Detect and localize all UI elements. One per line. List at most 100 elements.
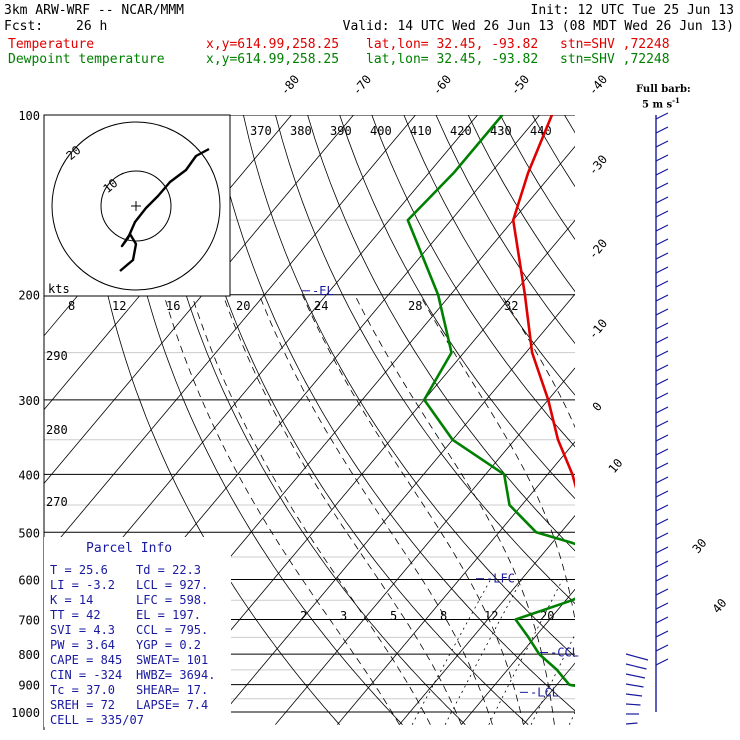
parcel-info-right: EL = 197. [136,608,201,622]
dry-adiabat-440 [693,115,740,725]
parcel-info-right: SWEAT= 101 [136,653,208,667]
isotherm--40 [213,293,575,725]
dry-adiabat-390 [532,115,575,188]
wind-barb [655,294,669,302]
wind-barb [655,336,669,344]
parcel-info-left: LI = -3.2 [50,578,115,592]
parcel-info-right: LCL = 927. [136,578,208,592]
wind-barb [655,420,669,428]
wind-barb [655,378,669,386]
dry-adiabat-320 [307,115,575,552]
pressure-tick-label: 700 [18,614,40,628]
wind-barb [655,644,669,652]
wind-barb [655,504,669,512]
dry-adiabat-420 [629,115,740,725]
dewpoint-latlon: lat,lon= 32.45, -93.82 [366,52,539,67]
dry-adiabat-340 [371,115,575,448]
wind-barb [655,252,669,260]
parcel-info-left: TT = 42 [50,608,101,622]
isotherm-10 [523,662,575,725]
wind-barb [655,588,669,596]
pressure-tick-label: 800 [18,648,40,662]
wind-barb-low [625,653,649,661]
hodograph: 10 20 kts [43,114,231,297]
mixing-ratio-lower-label: 3 [340,609,347,623]
valid-time: Valid: 14 UTC Wed 26 Jun 13 (08 MDT Wed … [342,19,734,34]
parcel-info-right: LAPSE= 7.4 [136,698,208,712]
parcel-info-left: PW = 3.64 [50,638,115,652]
dewpoint-curve [406,115,575,688]
mixing-ratio-upper-label: 28 [408,299,422,313]
hodograph-units: kts [48,282,70,296]
parcel-info-panel: Parcel Info [44,537,231,727]
forecast-hour: 26 h [76,19,108,34]
el-marker: -EL [302,284,334,298]
mixing-ratio-lower-label: 20 [540,609,554,623]
dry-adiabat-280 [178,115,529,725]
wind-barb [655,154,669,162]
isotherm-label: 10 [606,456,626,476]
moist-adiabat-5 [258,294,493,725]
isotherm-label: 0 [590,399,605,414]
isotherm-label: 30 [690,536,710,556]
wind-barb [655,462,669,470]
dry-adiabat-370 [467,115,575,293]
isotherm--30 [275,367,575,725]
moist-adiabat-25 [501,294,575,429]
wind-barb [655,280,669,288]
wind-barb [655,308,669,316]
isotherm-label: -80 [278,72,303,98]
wind-barb [655,238,669,246]
wind-barb [655,182,669,190]
dry-adiabat-300 [243,115,575,658]
moist-adiabat-15 [354,294,555,725]
pressure-tick-label: 100 [18,109,40,123]
pressure-tick-label: 200 [18,289,40,303]
wind-barb [655,476,669,484]
ccl-marker-label: -CCL [550,646,579,660]
moist-adiabat-20 [419,294,575,623]
wind-barb [655,322,669,330]
parcel-info-left: Tc = 37.0 [50,683,115,697]
temperature-curve [511,115,575,489]
wind-barb [655,168,669,176]
pressure-axis: 100 200 300 400 500 600 700 800 900 1000 [11,109,45,730]
theta-label: 400 [370,124,392,138]
model-title: 3km ARW-WRF -- NCAR/MMM [4,3,185,18]
parcel-info-left: CAPE = 845 [50,653,122,667]
isotherm-label: -20 [586,236,611,262]
wind-barbs [625,112,669,725]
theta-label: 410 [410,124,432,138]
mixing-ratio-lower-label: 8 [440,609,447,623]
temperature-xy: x,y=614.99,258.25 [206,37,340,52]
theta-label: 380 [290,124,312,138]
mixing-ratio-lower-label: 5 [390,609,397,623]
barb-legend-units-exponent: -1 [672,96,680,105]
dry-adiabat-380 [499,115,575,240]
dry-adiabat-400 [564,115,575,134]
pressure-tick-label: 300 [18,394,40,408]
mixing-ratio-3 [444,579,522,725]
dry-adiabat-260 [114,115,403,725]
dry-adiabat-360 [435,115,575,345]
mixing-ratio-upper-label: 16 [166,299,180,313]
parcel-info-left: SVI = 4.3 [50,623,115,637]
pressure-tick-label: 500 [18,526,40,540]
wind-barb [655,224,669,232]
temperature-latlon: lat,lon= 32.45, -93.82 [366,37,539,52]
parcel-info-right: CCL = 795. [136,623,208,637]
dewpoint-xy: x,y=614.99,258.25 [206,52,340,67]
moist-adiabat-30 [600,295,657,725]
dry-adiabat-350 [403,115,575,396]
dry-adiabat-330 [339,115,575,500]
lcl-marker-label: -LCL [530,685,559,699]
lfc-marker: -LFC [476,572,515,586]
mixing-ratio-12 [568,711,575,725]
wind-barb [655,364,669,372]
wind-barb [655,196,669,204]
mixing-ratio-20 [620,580,686,725]
isotherm-label: -10 [586,316,611,342]
wind-barb [655,560,669,568]
mixing-ratio-upper-label: 32 [504,299,518,313]
